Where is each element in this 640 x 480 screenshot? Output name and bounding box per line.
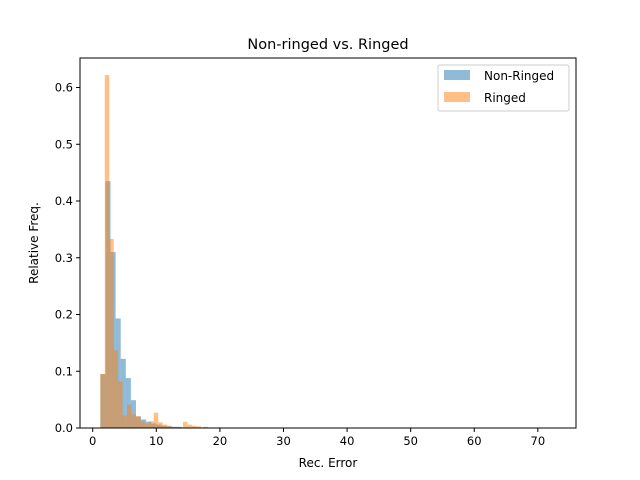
bar-non-ringed-6 <box>130 400 136 428</box>
bars-layer <box>100 75 222 428</box>
y-tick-label: 0.5 <box>55 137 73 151</box>
bar-ringed-3 <box>113 350 119 428</box>
bar-ringed-2 <box>109 239 114 428</box>
legend-swatch-non-ringed <box>444 70 470 80</box>
y-tick-label: 0.1 <box>55 364 73 378</box>
y-axis-label: Relative Freq. <box>27 202 41 284</box>
x-tick-label: 20 <box>213 434 228 448</box>
bar-ringed-7 <box>131 414 136 428</box>
bar-non-ringed-3 <box>115 318 121 428</box>
bar-ringed-17 <box>176 426 181 428</box>
bar-ringed-5 <box>122 415 128 428</box>
bar-ringed-16 <box>171 426 177 428</box>
bar-ringed-8 <box>135 416 141 428</box>
x-tick-label: 30 <box>276 434 291 448</box>
x-tick-label: 50 <box>403 434 418 448</box>
y-tick-label: 0.3 <box>55 251 73 265</box>
bar-ringed-13 <box>158 422 163 428</box>
plot-frame <box>79 57 577 429</box>
bar-ringed-1 <box>104 75 110 428</box>
x-axis-label: Rec. Error <box>299 456 358 470</box>
y-tick-label: 0.4 <box>55 194 73 208</box>
x-tick-label: 10 <box>149 434 164 448</box>
bar-non-ringed-5 <box>125 378 131 428</box>
bar-ringed-19 <box>187 424 192 428</box>
legend-label-non-ringed: Non-Ringed <box>484 69 554 83</box>
bar-ringed-11 <box>149 421 154 428</box>
legend-label-ringed: Ringed <box>484 91 526 105</box>
y-tick-label: 0.2 <box>55 308 73 322</box>
bar-ringed-20 <box>191 425 197 428</box>
bar-ringed-4 <box>118 381 123 428</box>
legend-box <box>437 64 570 112</box>
bar-ringed-22 <box>203 426 208 428</box>
y-tick-label: 0.0 <box>55 421 73 435</box>
bar-ringed-21 <box>196 426 201 428</box>
x-tick-label: 60 <box>467 434 482 448</box>
bar-ringed-18 <box>183 421 188 428</box>
bar-ringed-14 <box>162 424 168 428</box>
x-tick-label: 0 <box>89 434 96 448</box>
bar-ringed-15 <box>167 425 172 428</box>
chart-title: Non-ringed vs. Ringed <box>247 37 408 53</box>
ticks-layer: 0 10 20 30 40 50 60 70 0.0 0.1 0.2 0.3 0.4 0.5 0.6 <box>55 81 545 448</box>
bar-ringed-12 <box>153 412 159 428</box>
bar-non-ringed-4 <box>120 358 126 428</box>
legend: Non-Ringed Ringed <box>437 64 570 112</box>
x-tick-label: 70 <box>531 434 546 448</box>
bar-ringed-6 <box>127 404 132 428</box>
bar-ringed-10 <box>144 423 150 428</box>
x-tick-label: 40 <box>340 434 355 448</box>
legend-swatch-ringed <box>444 92 470 102</box>
bar-ringed-9 <box>140 421 145 428</box>
y-tick-label: 0.6 <box>55 81 73 95</box>
bar-ringed-0 <box>100 374 105 428</box>
